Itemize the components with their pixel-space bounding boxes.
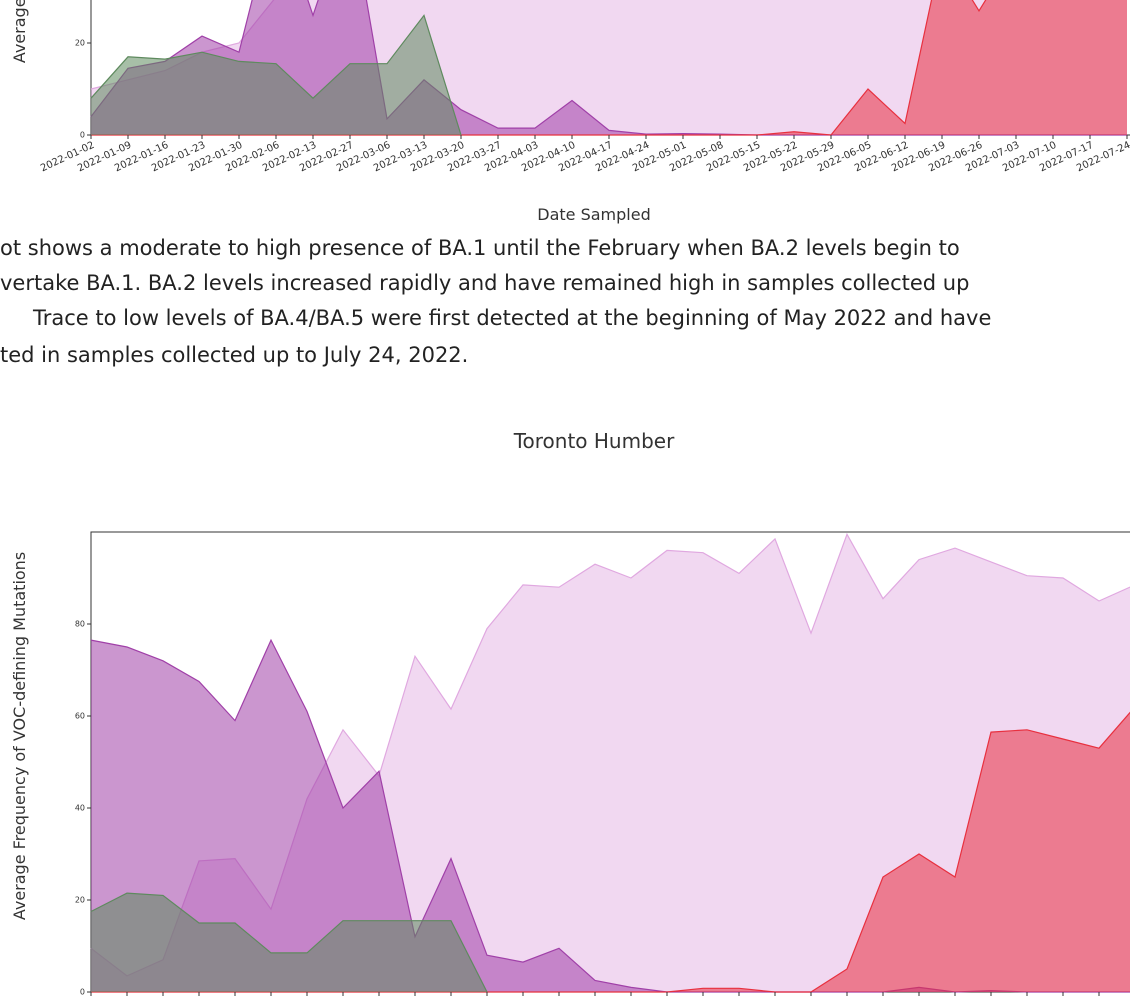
area-fill [91, 712, 1130, 992]
y-axis-label: Average Frequency of VOC-defining Mutati… [10, 552, 29, 920]
area-fill [91, 15, 461, 135]
area-line [90, 892, 488, 993]
paragraph-line: ted in samples collected up to July 24, … [0, 343, 468, 367]
y-tick-label: 20 [75, 896, 85, 905]
y-tick-label: 0 [80, 131, 85, 140]
x-axis-label: Date Sampled [537, 205, 650, 224]
area-fill [91, 893, 487, 992]
y-tick-label: 40 [75, 804, 85, 813]
y-tick-label: 0 [80, 988, 85, 997]
paragraph-line: Trace to low levels of BA.4/BA.5 were fi… [32, 306, 991, 330]
y-axis-label: Average Frequency of VOC-defining Mutati… [10, 0, 29, 63]
y-tick-label: 60 [75, 712, 85, 721]
y-tick-label: 80 [75, 620, 85, 629]
chart-title: Toronto Humber [513, 429, 675, 453]
paragraph-line: ot shows a moderate to high presence of … [0, 236, 960, 260]
area-fill [91, 0, 1127, 135]
area-line [90, 14, 462, 136]
y-tick-label: 20 [75, 39, 85, 48]
paragraph-line: vertake BA.1. BA.2 levels increased rapi… [0, 271, 969, 295]
area-fill [91, 640, 1130, 992]
